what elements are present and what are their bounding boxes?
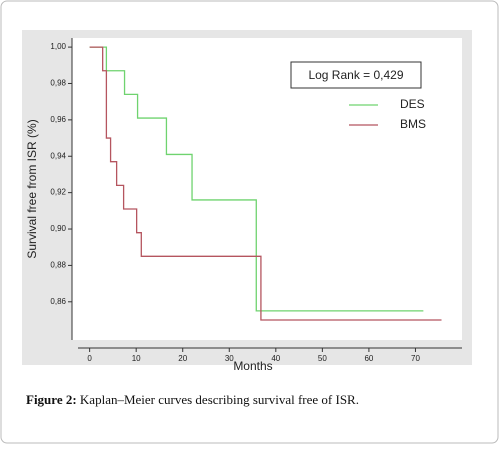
y-tick-label: 0,98 — [50, 79, 66, 88]
y-tick-label: 0,88 — [50, 261, 66, 270]
annotation-box — [290, 61, 422, 89]
x-tick-label: 60 — [364, 354, 373, 363]
y-tick-label: 0,94 — [50, 151, 66, 160]
survival-curve — [89, 46, 424, 312]
caption: Figure 2: Kaplan–Meier curves describing… — [26, 392, 359, 407]
x-tick-label: 50 — [318, 354, 327, 363]
survival-curve — [89, 46, 442, 321]
y-tick-label: 0,86 — [50, 297, 66, 306]
y-tick-label: 0,92 — [50, 188, 66, 197]
x-axis-label: Months — [233, 359, 272, 373]
y-tick-label: 0,90 — [50, 224, 66, 233]
legend-label: BMS — [400, 117, 426, 131]
legend-label: DES — [400, 97, 425, 111]
caption-text: Kaplan–Meier curves describing survival … — [80, 392, 359, 407]
x-tick-label: 40 — [271, 354, 280, 363]
x-tick-label: 0 — [87, 354, 92, 363]
y-tick-label: 0,96 — [50, 115, 66, 124]
caption-label: Figure 2: — [26, 392, 77, 407]
y-tick-label: 1,00 — [50, 42, 66, 51]
x-tick-label: 70 — [411, 354, 420, 363]
y-axis-label: Survival free from ISR (%) — [25, 119, 39, 258]
x-tick-label: 10 — [132, 354, 141, 363]
x-tick-label: 30 — [225, 354, 234, 363]
annotation: Log Rank = 0,429 — [308, 68, 403, 82]
x-tick-label: 20 — [178, 354, 187, 363]
